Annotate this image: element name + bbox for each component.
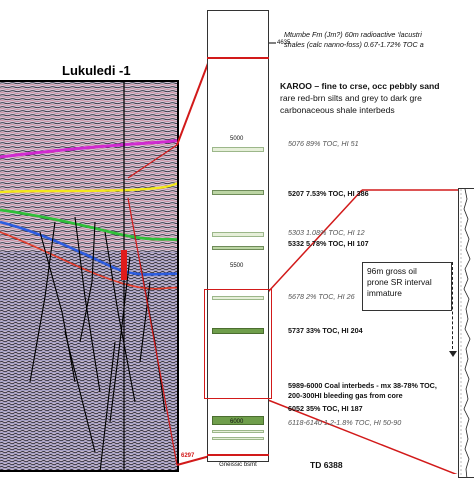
seismic-title: Lukuledi -1 xyxy=(62,63,131,78)
depth-label-6297: 6297 xyxy=(180,453,196,459)
sample-5678: 5678 2% TOC, HI 26 xyxy=(288,292,355,301)
horizon-yellow xyxy=(0,182,177,194)
karoo-line3: carbonaceous shale interbeds xyxy=(280,105,395,115)
bed-5737 xyxy=(212,328,264,334)
gross-sr-box: 96m gross oil prone SR interval immature xyxy=(362,262,452,311)
sample-6052: 6052 35% TOC, HI 187 xyxy=(288,404,363,413)
bed-5678 xyxy=(212,296,264,300)
interval-link-bottom xyxy=(267,399,458,474)
mtumbe-note-line2: shales (calc nanno-foss) 0.67-1.72% TOC … xyxy=(284,40,424,49)
gross-line2: prone SR interval xyxy=(367,277,432,287)
bed-6118 xyxy=(212,437,264,440)
sample-5989-line2: 200-300HI bleeding gas from core xyxy=(288,391,403,400)
bed-5303 xyxy=(212,232,264,237)
sample-5332: 5332 5.78% TOC, HI 107 xyxy=(288,239,369,248)
interval-link-top xyxy=(267,189,363,293)
horizon-magenta xyxy=(0,139,177,159)
sample-5207: 5207 7.53% TOC, HI 386 xyxy=(288,189,369,198)
gross-line3: immature xyxy=(367,288,402,298)
sr-interval-marker xyxy=(121,250,127,280)
karoo-line2: rare red-brn silts and grey to dark gre xyxy=(280,93,422,103)
gross-line1: 96m gross oil xyxy=(367,266,417,276)
sample-5303: 5303 1.08% TOC, HI 12 xyxy=(288,228,365,237)
sample-6118: 6118-6140 1.2-1.8% TOC, HI 50-90 xyxy=(288,418,402,427)
depth-label-5500: 5500 xyxy=(229,263,245,269)
sample-5076: 5076 89% TOC, HI 51 xyxy=(288,139,359,148)
depth-label-4635: 4635 xyxy=(276,40,292,46)
right-log-trace xyxy=(460,189,471,477)
basement-label: Gneissic bsmt xyxy=(219,462,257,468)
sample-5737: 5737 33% TOC, HI 204 xyxy=(288,326,363,335)
sample-5989-line1: 5989-6000 Coal interbeds - mx 38-78% TOC… xyxy=(288,381,437,390)
karoo-description: KAROO – fine to crse, occ pebbly sand ra… xyxy=(280,80,440,116)
callout-link-bottom xyxy=(127,197,178,466)
mtumbe-note-line1: Mtumbe Fm (Jm?) 60m radioactive ‘lacustr… xyxy=(284,30,422,39)
td-label: TD 6388 xyxy=(310,460,343,470)
log-top-marker xyxy=(207,57,269,59)
karoo-line1: KAROO – fine to crse, occ pebbly sand xyxy=(280,81,440,91)
right-log-strip xyxy=(458,188,474,478)
interval-arrowhead xyxy=(449,351,457,357)
callout-top-line xyxy=(176,57,211,146)
interval-dashed-arrow xyxy=(452,262,454,354)
bed-5332 xyxy=(212,246,264,250)
horizon-green xyxy=(0,208,177,242)
horizon-blue xyxy=(0,220,177,276)
sr-interval-box xyxy=(204,289,272,399)
bed-5207 xyxy=(212,190,264,195)
bed-6052 xyxy=(212,430,264,433)
callout-link-top xyxy=(127,144,178,179)
bed-5989-6000 xyxy=(212,416,264,425)
depth-label-6000: 6000 xyxy=(230,419,244,425)
depth-label-5000: 5000 xyxy=(229,136,245,142)
log-base-marker xyxy=(207,454,269,456)
callout-bottom-line xyxy=(176,455,211,466)
bed-5076 xyxy=(212,147,264,152)
